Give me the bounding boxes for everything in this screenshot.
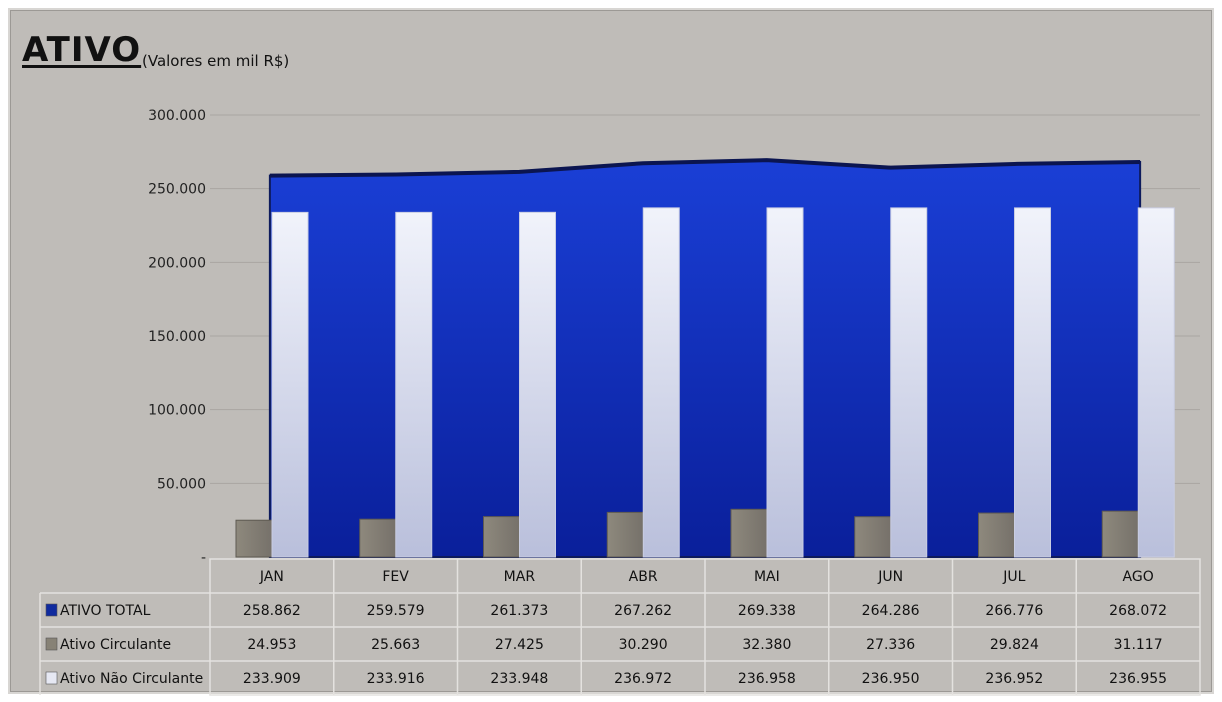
data-label: 266.776 (985, 603, 1043, 619)
data-label: 236.950 (862, 671, 920, 687)
legend-swatch (45, 637, 58, 651)
data-label: 27.336 (866, 637, 915, 653)
bar-ativo-circulante-ago (1101, 510, 1139, 558)
data-label: 29.824 (990, 637, 1039, 653)
data-label: 261.373 (490, 603, 548, 619)
data-label: 236.952 (985, 671, 1043, 687)
x-tick-label: MAI (754, 569, 780, 585)
bar-ativo-nao-circulante-ago (1137, 207, 1175, 558)
x-tick-label: JUN (877, 569, 903, 585)
x-tick-label: MAR (504, 569, 536, 585)
bar-ativo-nao-circulante-jan (271, 211, 309, 558)
data-label: 268.072 (1109, 603, 1167, 619)
data-label: 236.972 (614, 671, 672, 687)
legend-label: Ativo Não Circulante (60, 671, 203, 687)
data-label: 269.338 (738, 603, 796, 619)
data-label: 233.909 (243, 671, 301, 687)
data-label: 32.380 (742, 637, 791, 653)
bar-ativo-nao-circulante-mar (519, 211, 556, 558)
bar-ativo-circulante-jan (235, 519, 273, 558)
y-tick-label: - (201, 550, 206, 566)
y-tick-label: 150.000 (148, 329, 206, 345)
y-tick-label: 300.000 (148, 108, 206, 124)
chart-title: ATIVO (22, 30, 142, 70)
series-line-ativo-total (269, 158, 1141, 178)
data-label: 236.955 (1109, 671, 1167, 687)
bar-ativo-nao-circulante-abr (642, 207, 680, 558)
legend-swatch (45, 671, 58, 685)
data-label: 27.425 (495, 637, 544, 653)
y-tick-label: 100.000 (148, 403, 206, 419)
data-label: 30.290 (619, 637, 668, 653)
data-label: 24.953 (247, 637, 296, 653)
bar-ativo-nao-circulante-fev (395, 211, 433, 558)
data-label: 258.862 (243, 603, 301, 619)
y-tick-label: 200.000 (148, 255, 206, 271)
data-label: 25.663 (371, 637, 420, 653)
bar-ativo-circulante-fev (359, 518, 397, 558)
x-tick-label: ABR (629, 569, 658, 585)
bar-ativo-circulante-jun (854, 516, 892, 558)
bar-ativo-nao-circulante-jun (890, 207, 928, 558)
data-label: 259.579 (367, 603, 425, 619)
x-tick-label: FEV (382, 569, 409, 585)
chart-subtitle: (Valores em mil R$) (142, 52, 290, 70)
legend-swatch (45, 603, 58, 617)
data-label: 233.948 (490, 671, 548, 687)
bar-ativo-circulante-jul (978, 512, 1015, 558)
bar-ativo-circulante-mai (730, 508, 768, 558)
bar-ativo-nao-circulante-mai (766, 207, 804, 558)
x-tick-label: JUL (1002, 569, 1025, 585)
data-label: 233.916 (367, 671, 425, 687)
x-tick-label: AGO (1123, 569, 1154, 585)
bar-ativo-circulante-mar (483, 516, 520, 558)
bar-ativo-circulante-abr (606, 511, 644, 558)
data-label: 267.262 (614, 603, 672, 619)
y-tick-label: 50.000 (157, 476, 206, 492)
bar-ativo-nao-circulante-jul (1014, 207, 1051, 558)
legend-label: Ativo Circulante (60, 637, 171, 653)
x-tick-label: JAN (259, 569, 284, 585)
y-tick-label: 250.000 (148, 182, 206, 198)
data-label: 236.958 (738, 671, 796, 687)
data-label: 264.286 (862, 603, 920, 619)
data-label: 31.117 (1114, 637, 1163, 653)
legend-label: ATIVO TOTAL (60, 603, 151, 619)
